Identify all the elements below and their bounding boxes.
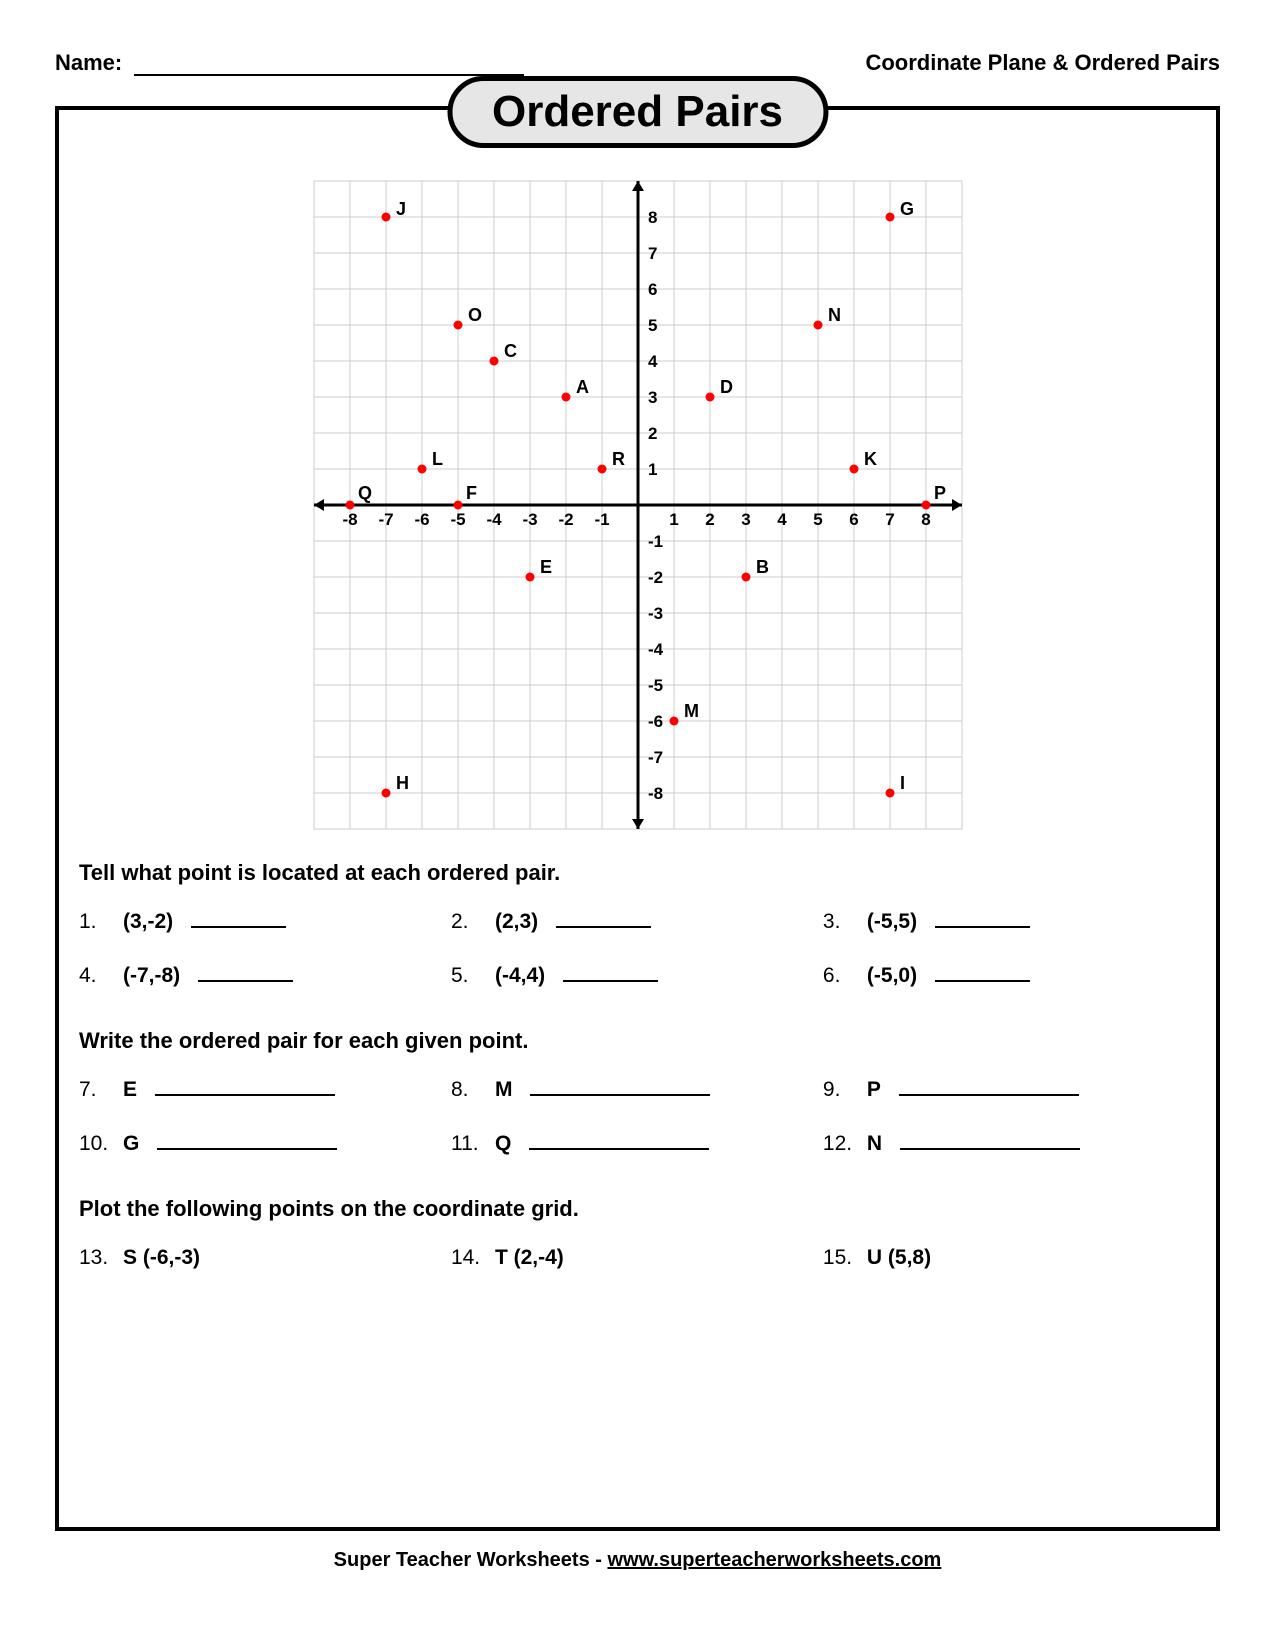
svg-text:8: 8 [921,510,930,529]
svg-text:C: C [504,341,517,361]
svg-text:R: R [612,449,625,469]
section1-heading: Tell what point is located at each order… [79,860,1196,886]
footer: Super Teacher Worksheets - www.superteac… [55,1549,1220,1572]
svg-text:P: P [934,483,946,503]
worksheet-title: Ordered Pairs [447,76,828,148]
svg-text:6: 6 [849,510,858,529]
svg-text:4: 4 [648,352,658,371]
svg-text:5: 5 [648,316,657,335]
answer-blank[interactable] [191,910,286,928]
answer-blank[interactable] [198,964,293,982]
name-field: Name: [55,50,524,76]
svg-text:H: H [396,773,409,793]
coordinate-grid-container: -8 -7 -6 -5 -4 -3 -2 -1 1 2 3 4 5 6 7 8 -8 -7 -6 -5 -4 -3 -2 -1… [79,180,1196,830]
answer-blank[interactable] [530,1078,710,1096]
svg-text:5: 5 [813,510,822,529]
svg-text:-2: -2 [558,510,573,529]
svg-text:7: 7 [885,510,894,529]
section1-row2: 4.(-7,-8) 5.(-4,4) 6.(-5,0) [79,964,1196,988]
section2-row2: 10.G 11.Q 12.N [79,1132,1196,1156]
main-frame: Ordered Pairs -8-7-6-5-4-3-2-112345678-8… [55,106,1220,1531]
answer-blank[interactable] [563,964,658,982]
answer-blank[interactable] [556,910,651,928]
svg-text:-4: -4 [486,510,502,529]
svg-text:2: 2 [648,424,657,443]
svg-text:4: 4 [777,510,787,529]
worksheet-page: Name: Coordinate Plane & Ordered Pairs O… [0,0,1275,1650]
answer-blank[interactable] [529,1132,709,1150]
footer-link[interactable]: www.superteacherworksheets.com [607,1549,941,1571]
svg-text:K: K [864,449,877,469]
svg-text:L: L [432,449,443,469]
svg-text:8: 8 [648,208,657,227]
answer-blank[interactable] [935,910,1030,928]
svg-text:-1: -1 [648,532,663,551]
section3-row1: 13.S (-6,-3) 14.T (2,-4) 15.U (5,8) [79,1246,1196,1270]
svg-text:-8: -8 [342,510,357,529]
svg-text:J: J [396,199,406,219]
svg-text:7: 7 [648,244,657,263]
svg-text:-6: -6 [648,712,663,731]
answer-blank[interactable] [155,1078,335,1096]
svg-text:M: M [684,701,699,721]
svg-text:B: B [756,557,769,577]
svg-text:F: F [466,483,477,503]
svg-text:-4: -4 [648,640,664,659]
svg-text:Q: Q [358,483,372,503]
svg-text:-1: -1 [594,510,609,529]
section1-row1: 1.(3,-2) 2.(2,3) 3.(-5,5) [79,910,1196,934]
answer-blank[interactable] [899,1078,1079,1096]
svg-text:-8: -8 [648,784,663,803]
svg-text:O: O [468,305,482,325]
svg-text:2: 2 [705,510,714,529]
svg-text:-6: -6 [414,510,429,529]
name-blank-line[interactable] [134,54,524,76]
svg-text:3: 3 [648,388,657,407]
header-row: Name: Coordinate Plane & Ordered Pairs [55,50,1220,76]
svg-text:-3: -3 [648,604,663,623]
svg-text:3: 3 [741,510,750,529]
svg-text:G: G [900,199,914,219]
topic-label: Coordinate Plane & Ordered Pairs [865,50,1220,76]
answer-blank[interactable] [900,1132,1080,1150]
svg-text:-7: -7 [648,748,663,767]
answer-blank[interactable] [157,1132,337,1150]
answer-blank[interactable] [935,964,1030,982]
section2-row1: 7.E 8.M 9.P [79,1078,1196,1102]
svg-text:1: 1 [669,510,678,529]
svg-text:-3: -3 [522,510,537,529]
svg-text:-7: -7 [378,510,393,529]
svg-text:1: 1 [648,460,657,479]
footer-prefix: Super Teacher Worksheets - [334,1549,608,1571]
svg-text:N: N [828,305,841,325]
svg-text:6: 6 [648,280,657,299]
name-label: Name: [55,50,122,76]
svg-text:D: D [720,377,733,397]
section3-heading: Plot the following points on the coordin… [79,1196,1196,1222]
svg-text:-2: -2 [648,568,663,587]
svg-text:I: I [900,773,905,793]
coordinate-grid: -8 -7 -6 -5 -4 -3 -2 -1 1 2 3 4 5 6 7 8 -8 -7 -6 -5 -4 -3 -2 -1… [313,180,963,830]
section2-heading: Write the ordered pair for each given po… [79,1028,1196,1054]
svg-text:-5: -5 [450,510,465,529]
svg-text:A: A [576,377,589,397]
svg-text:-5: -5 [648,676,663,695]
svg-text:E: E [540,557,552,577]
